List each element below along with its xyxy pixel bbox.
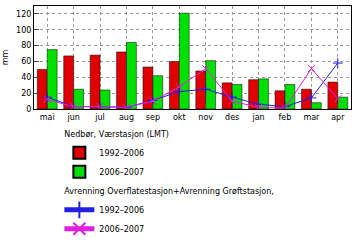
svg-text:jul: jul <box>94 113 105 122</box>
svg-text:40: 40 <box>21 73 31 82</box>
svg-text:80: 80 <box>21 41 31 50</box>
svg-text:0: 0 <box>26 105 31 114</box>
svg-text:aug: aug <box>119 113 134 122</box>
svg-text:2006–2007: 2006–2007 <box>99 168 144 177</box>
svg-text:20: 20 <box>21 89 31 98</box>
svg-text:60: 60 <box>21 57 31 66</box>
svg-text:mm: mm <box>1 50 10 66</box>
svg-text:mai: mai <box>40 113 55 122</box>
svg-text:120: 120 <box>16 10 31 19</box>
svg-text:feb: feb <box>279 113 292 122</box>
svg-text:Avrenning Overflatestasjon+Avr: Avrenning Overflatestasjon+Avrenning Grø… <box>64 187 273 196</box>
svg-text:jan: jan <box>251 113 264 122</box>
svg-text:nov: nov <box>198 113 213 122</box>
svg-text:2006–2007: 2006–2007 <box>99 225 144 234</box>
svg-text:jun: jun <box>66 113 79 122</box>
svg-text:apr: apr <box>331 113 345 122</box>
svg-text:Nedbør, Værstasjon (LMT): Nedbør, Værstasjon (LMT) <box>64 130 169 139</box>
svg-text:1992–2006: 1992–2006 <box>99 206 144 215</box>
svg-text:mar: mar <box>303 113 320 122</box>
svg-text:1992–2006: 1992–2006 <box>99 149 144 158</box>
svg-text:100: 100 <box>16 26 31 35</box>
svg-text:okt: okt <box>173 113 186 122</box>
svg-text:sep: sep <box>146 113 160 122</box>
svg-text:des: des <box>225 113 239 122</box>
